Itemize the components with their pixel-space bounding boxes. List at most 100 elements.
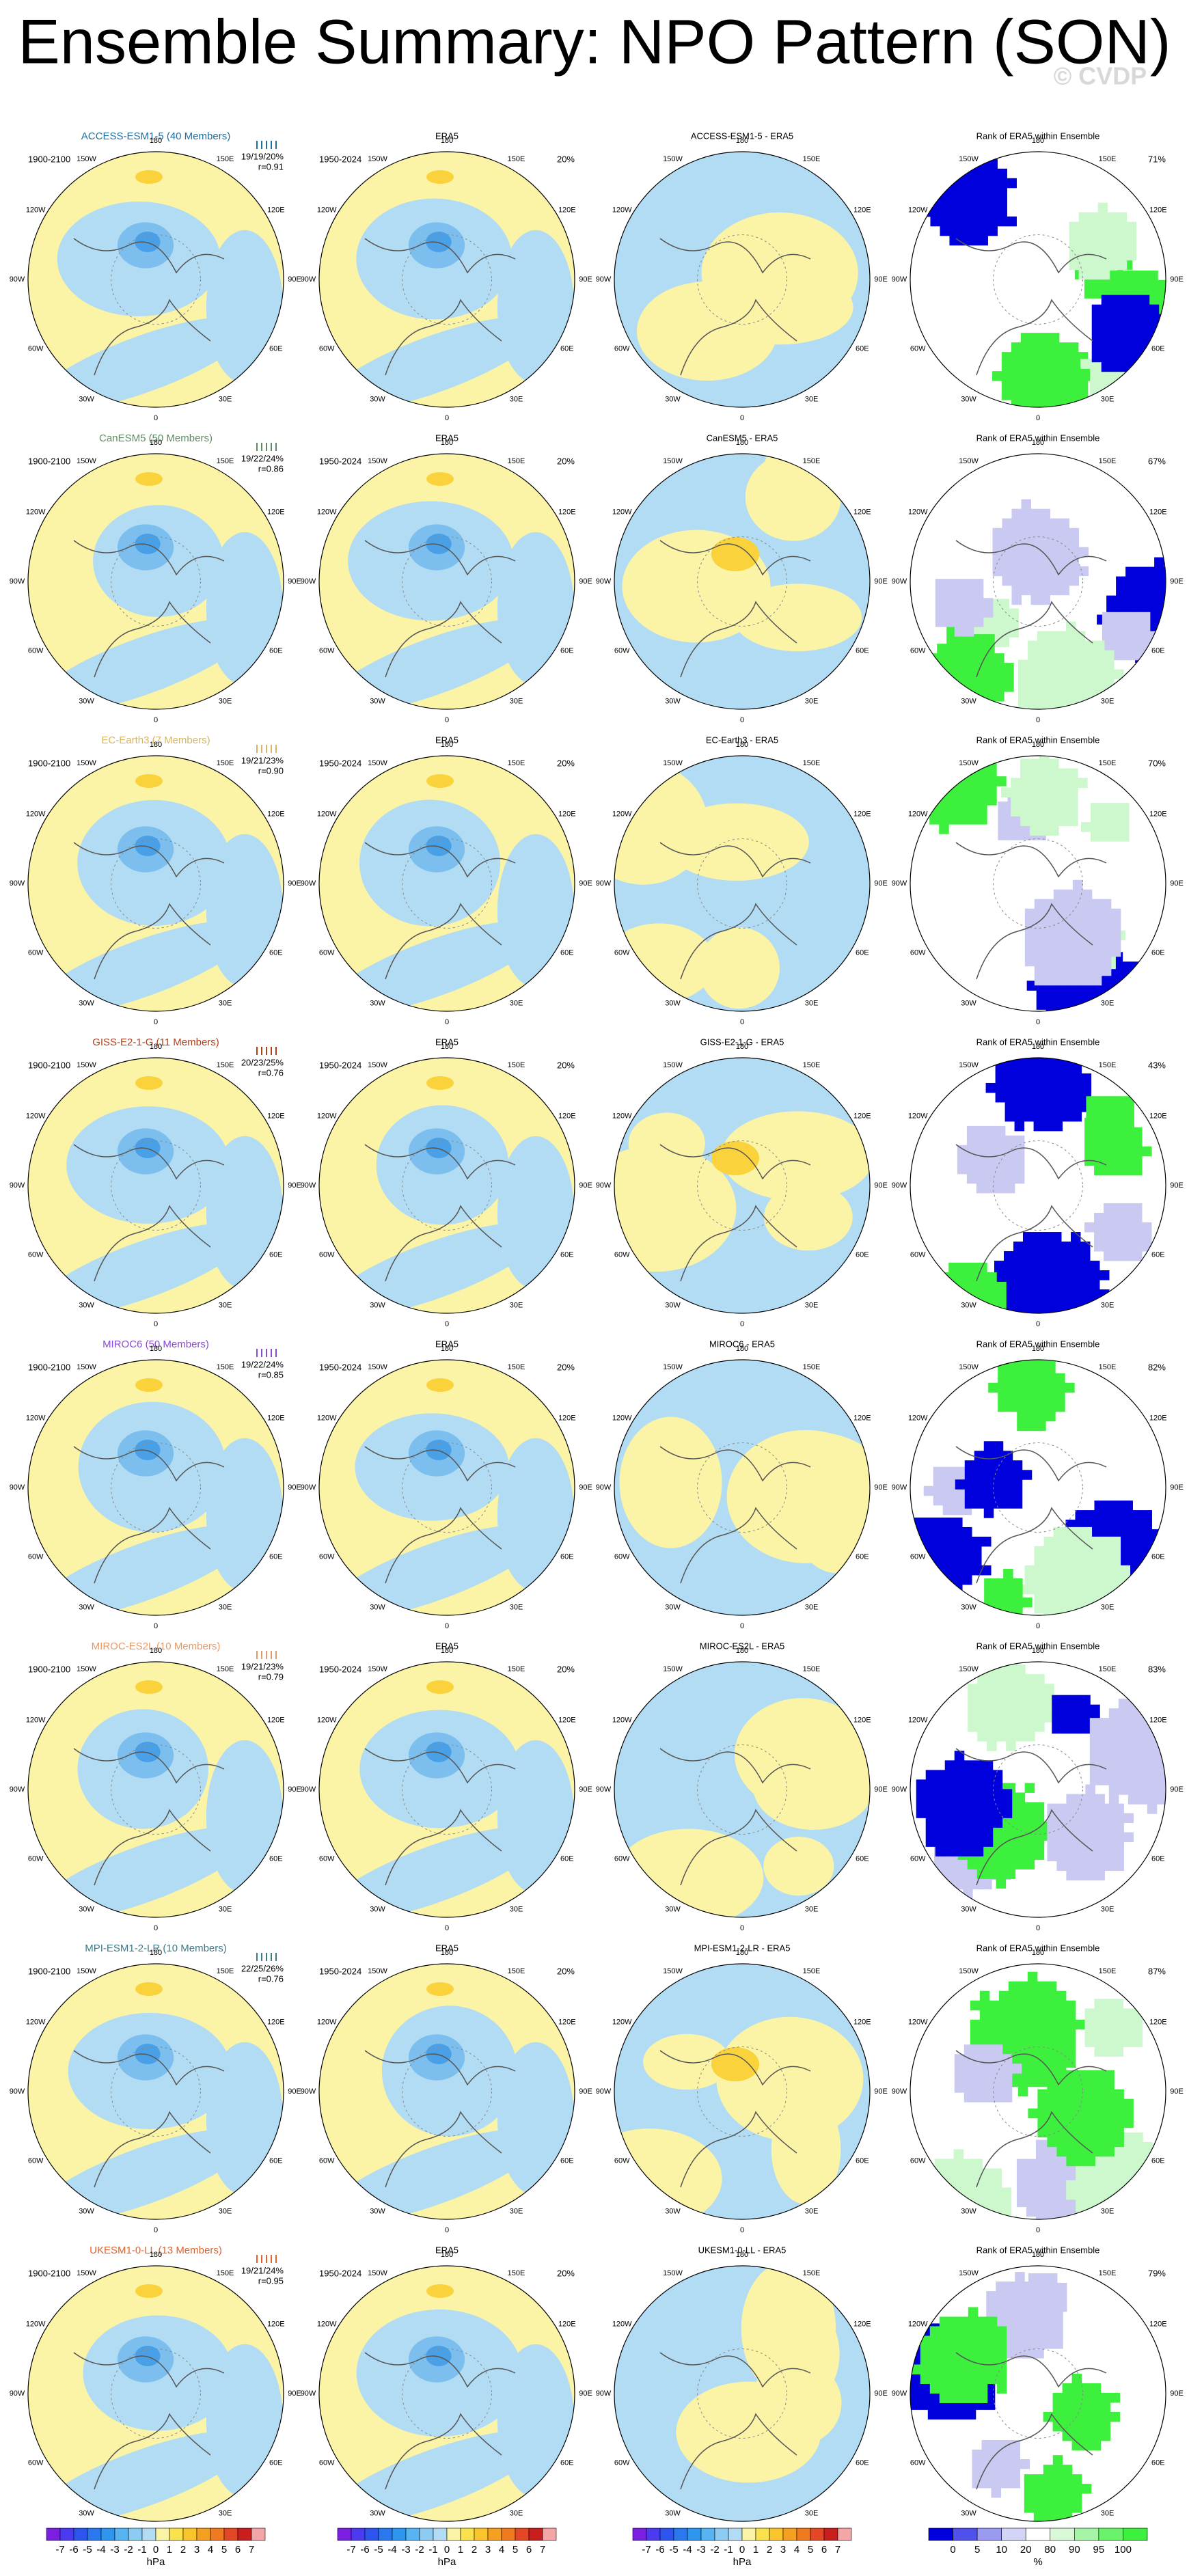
rank-cell [1119, 407, 1129, 417]
rank-cell [929, 2335, 940, 2346]
rank-cell [1139, 294, 1150, 305]
map-border [318, 755, 575, 1012]
rank-cell [1066, 1803, 1076, 1814]
lon-label: 30W [370, 1000, 385, 1008]
rank-cell [1097, 241, 1108, 251]
rank-cell [942, 1476, 953, 1487]
lon-label: 180 [1032, 1345, 1044, 1353]
rank-cell [1122, 1009, 1133, 1011]
rank-cell [981, 2439, 992, 2450]
rank-cell [958, 1291, 968, 1302]
colorbar-label: 100 [1115, 2544, 1132, 2556]
pos-core [711, 537, 759, 571]
rank-cell [1053, 1603, 1064, 1614]
rank-cell [1004, 682, 1014, 692]
rank-cell [1101, 1574, 1112, 1585]
map-border [27, 1057, 284, 1314]
rank-cell [1034, 1593, 1045, 1604]
rank-cell [916, 1789, 927, 1799]
rank-cell [948, 814, 959, 825]
lon-label: 90E [579, 2087, 592, 2096]
lon-label: 0 [445, 716, 449, 724]
rank-cell [956, 672, 966, 683]
rank-cell [948, 2326, 959, 2336]
rank-cell [923, 1485, 934, 1496]
rank-cell [1104, 1212, 1114, 1223]
lon-label: 0 [1036, 1924, 1040, 1932]
rank-cell [1062, 1082, 1073, 1093]
period: 1950-2024 [319, 2268, 361, 2278]
rank-cell [1084, 279, 1095, 289]
rank-cell [1026, 1392, 1037, 1403]
rank-cell [1004, 1063, 1015, 1074]
rank-cell [1084, 1146, 1095, 1157]
rank-cell [973, 1789, 984, 1799]
rank-cell [1143, 2238, 1153, 2248]
rank-cell [1050, 585, 1061, 596]
coastline [680, 601, 797, 678]
colorbar-box [405, 2527, 420, 2541]
rank-cell [962, 1555, 972, 1566]
rank-cell [1005, 1840, 1016, 1850]
rank-cell [1117, 221, 1128, 232]
rank-cell [1181, 2190, 1189, 2200]
rank-cell [1114, 2151, 1124, 2162]
rank-cell [1173, 615, 1184, 625]
map-border [910, 755, 1166, 1012]
rank-cell [1024, 2339, 1035, 2349]
rank-cell [1033, 1058, 1044, 1065]
rank-cell [1047, 2079, 1057, 2090]
rank-cell [1043, 1555, 1054, 1566]
rank-cell [1013, 1280, 1024, 1290]
map [910, 1360, 1166, 1615]
rank-cell [1053, 1555, 1064, 1566]
colorbar-box [73, 2527, 88, 2541]
lon-label: 30W [370, 1302, 385, 1310]
rank-cell [948, 1281, 959, 1292]
lon-label: 90E [288, 275, 301, 284]
lon-label: 30E [1101, 698, 1115, 706]
model-title: EC-Earth3 (7 Members) [101, 735, 210, 746]
rank-cell [1100, 822, 1110, 832]
rank-cell [1097, 269, 1108, 280]
rank-cell [987, 2364, 998, 2374]
rank-cell [1043, 956, 1054, 967]
coastline [955, 238, 1107, 274]
lon-label: 120E [558, 1414, 576, 1422]
rank-cell [1056, 2057, 1067, 2068]
rank-cell [1035, 2149, 1046, 2160]
rank-cell [1012, 1489, 1023, 1499]
rank-cell [1062, 2402, 1073, 2413]
rank-cell [929, 814, 940, 825]
rank-cell [1061, 1723, 1071, 1734]
rank-cell [1024, 2310, 1035, 2320]
rank-cell [1085, 2108, 1095, 2119]
rank-cell [1113, 1501, 1123, 1511]
rank-cell [1123, 2098, 1134, 2109]
rank-cell [1066, 2127, 1076, 2138]
rank-cell [983, 1770, 994, 1780]
rank-cell [933, 1565, 944, 1576]
rank-cell [998, 811, 1008, 821]
rank-cell [972, 2449, 983, 2460]
rank-cell [1076, 707, 1086, 709]
rank-cell [1128, 378, 1138, 388]
lon-label: 90W [892, 1483, 907, 1492]
coastline [364, 540, 516, 576]
colorbar-box [337, 2527, 352, 2541]
rank-cell [939, 2316, 950, 2327]
lon-label: 120W [26, 1112, 46, 1120]
rank-cell [1113, 1999, 1124, 2009]
rank-cell [977, 814, 987, 825]
colorbar-label: -5 [374, 2544, 383, 2556]
rank-cell [1045, 2159, 1056, 2169]
rank-cell [1069, 547, 1080, 558]
rank-cell [1026, 1373, 1037, 1384]
rank-cell [1062, 2421, 1073, 2432]
rank-cell [1056, 1990, 1067, 2001]
rank-cell [937, 691, 947, 702]
lon-label: 60W [319, 2156, 335, 2165]
rank-cell [1085, 1851, 1095, 1862]
lat-ring [402, 536, 492, 627]
rank-cell [987, 1684, 997, 1694]
